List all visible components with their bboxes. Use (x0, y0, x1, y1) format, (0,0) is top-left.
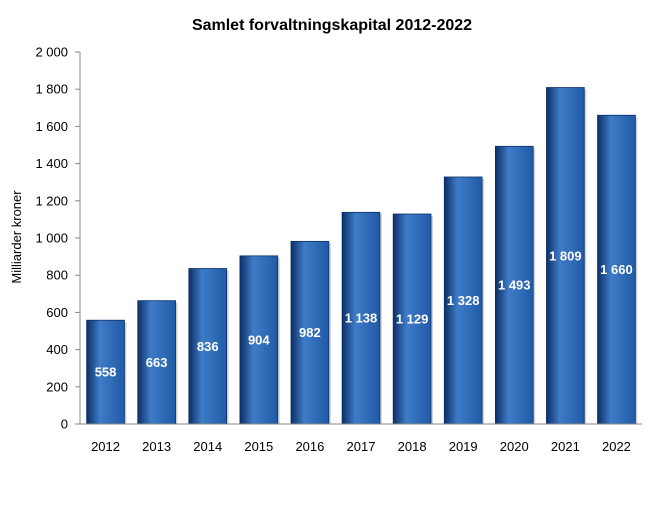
y-tick-label: 1 400 (35, 156, 68, 171)
x-tick-label: 2014 (193, 439, 222, 454)
data-label: 1 493 (498, 278, 531, 293)
x-tick-label: 2019 (449, 439, 478, 454)
data-label: 1 129 (396, 312, 429, 327)
bar (392, 213, 432, 425)
x-axis: 2012 2013 2014 2015 2016 2017 2018 2019 2020 2021… (80, 423, 642, 454)
y-tick-label: 0 (61, 417, 68, 432)
bar (290, 240, 330, 425)
bar (597, 114, 636, 425)
bar (86, 319, 125, 425)
chart-title: Samlet forvaltningskapital 2012-2022 (192, 17, 472, 34)
data-label: 558 (95, 365, 117, 380)
x-tick-label: 2017 (347, 439, 376, 454)
bar (188, 268, 228, 425)
bar (239, 255, 279, 425)
x-tick-label: 2018 (398, 439, 427, 454)
data-label: 663 (146, 355, 168, 370)
bar (341, 211, 381, 425)
y-tick-label: 2 000 (35, 45, 68, 60)
x-tick-label: 2022 (602, 439, 631, 454)
x-tick-label: 2021 (551, 439, 580, 454)
y-tick-label: 1 600 (35, 119, 68, 134)
data-label: 982 (299, 325, 321, 340)
y-tick-label: 1 200 (35, 193, 68, 208)
y-axis-label: Milliarder kroner (9, 190, 24, 284)
y-tick-label: 800 (46, 268, 68, 283)
data-label: 904 (248, 332, 270, 347)
data-label: 1 138 (345, 311, 378, 326)
y-tick-label: 600 (46, 305, 68, 320)
data-label: 836 (197, 339, 219, 354)
y-axis: 0 200 400 600 800 1 000 1 200 1 400 1 600 1 800 2 … (35, 45, 81, 432)
x-tick-label: 2016 (295, 439, 324, 454)
y-tick-label: 400 (46, 342, 68, 357)
data-label: 1 660 (600, 262, 633, 277)
bar (494, 145, 534, 425)
x-tick-label: 2020 (500, 439, 529, 454)
data-label: 1 809 (549, 248, 582, 263)
x-tick-label: 2012 (91, 439, 120, 454)
y-tick-label: 1 800 (35, 82, 68, 97)
bars: 558 663 836 904 982 1 138 1 129 1 328 1 493 1 809… (86, 87, 638, 425)
x-tick-label: 2013 (142, 439, 171, 454)
y-tick-label: 1 000 (35, 231, 68, 246)
bar (546, 87, 585, 425)
bar (137, 300, 176, 425)
y-tick-label: 200 (46, 379, 68, 394)
x-tick-label: 2015 (244, 439, 273, 454)
data-label: 1 328 (447, 293, 480, 308)
bar (443, 176, 483, 425)
